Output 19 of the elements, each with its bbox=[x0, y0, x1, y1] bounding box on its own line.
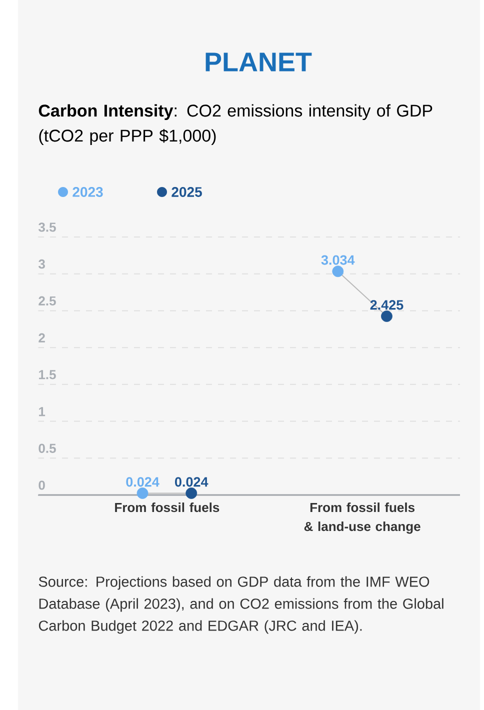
x-tick-label: From fossil fuels & land-use change bbox=[304, 502, 420, 534]
y-tick-label: 1 bbox=[39, 407, 46, 416]
chart-subtitle: Carbon Intensity: CO2 emissions intensity of GDP (tCO2 per PPP $1,000) bbox=[38, 104, 432, 146]
data-label: 3.034 bbox=[321, 255, 355, 265]
legend-label: 2025 bbox=[172, 187, 202, 197]
y-tick-label: 3.5 bbox=[38, 222, 56, 232]
data-label: 0.024 bbox=[126, 477, 160, 487]
y-tick-label: 0 bbox=[38, 480, 45, 490]
source-note: Source: Projections based on GDP data from the IMF WEO Database (April 2023), and on CO2 emissions from the Global Carbon Budget 2022 and EDGAR (JRC and IEA). bbox=[38, 576, 444, 634]
data-label: 0.024 bbox=[175, 477, 208, 487]
y-tick-label: 3 bbox=[38, 259, 45, 269]
x-tick-label: From fossil fuels bbox=[115, 502, 220, 512]
y-tick-label: 2.5 bbox=[38, 296, 56, 306]
chart-title: PLANET bbox=[206, 52, 312, 72]
y-tick-label: 0.5 bbox=[38, 444, 56, 453]
y-tick-label: 1.5 bbox=[39, 370, 56, 380]
legend-label: 2023 bbox=[72, 187, 103, 197]
y-tick-label: 2 bbox=[38, 333, 45, 342]
data-label: 2.425 bbox=[370, 300, 404, 310]
